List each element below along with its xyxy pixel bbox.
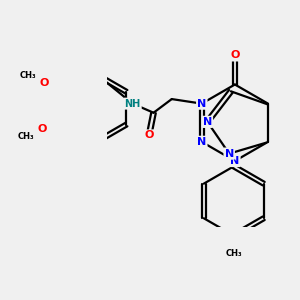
Text: CH₃: CH₃ xyxy=(18,132,34,141)
Text: N: N xyxy=(197,137,206,147)
Text: O: O xyxy=(38,124,47,134)
Text: NH: NH xyxy=(124,99,141,109)
Text: N: N xyxy=(197,99,206,109)
Text: CH₃: CH₃ xyxy=(20,71,36,80)
Text: N: N xyxy=(203,117,212,127)
Text: N: N xyxy=(225,148,234,159)
Text: CH₃: CH₃ xyxy=(225,249,242,258)
Text: O: O xyxy=(144,130,154,140)
Text: O: O xyxy=(230,50,240,60)
Text: N: N xyxy=(230,156,239,166)
Text: O: O xyxy=(40,78,49,88)
